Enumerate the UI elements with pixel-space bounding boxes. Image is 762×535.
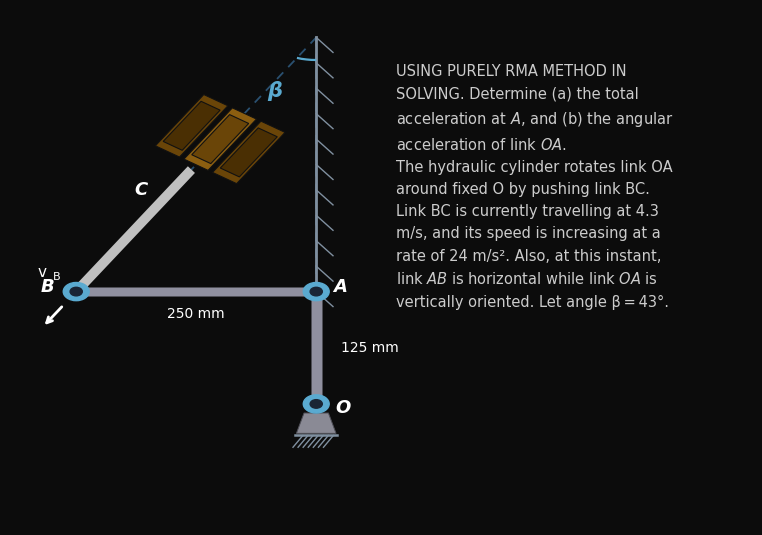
Text: 250 mm: 250 mm	[168, 307, 225, 321]
Circle shape	[310, 400, 322, 408]
Text: B: B	[53, 272, 61, 282]
Polygon shape	[296, 413, 336, 433]
Text: B: B	[41, 278, 55, 296]
Circle shape	[303, 395, 329, 413]
Text: 125 mm: 125 mm	[341, 341, 399, 355]
Text: USING PURELY RMA METHOD IN
SOLVING. Determine (a) the total
acceleration at $\it: USING PURELY RMA METHOD IN SOLVING. Dete…	[396, 64, 674, 310]
Circle shape	[310, 287, 322, 296]
Bar	[155, 95, 228, 157]
Text: C: C	[134, 181, 148, 199]
Circle shape	[303, 282, 329, 301]
Circle shape	[70, 287, 82, 296]
Bar	[220, 128, 277, 177]
Text: β: β	[267, 81, 282, 101]
Text: v: v	[37, 265, 46, 280]
Bar	[184, 108, 257, 170]
FancyBboxPatch shape	[311, 292, 322, 404]
FancyBboxPatch shape	[76, 287, 316, 296]
Bar	[163, 101, 220, 150]
Bar	[192, 114, 248, 164]
Circle shape	[63, 282, 89, 301]
Text: O: O	[335, 399, 351, 417]
Bar	[213, 121, 285, 184]
Text: A: A	[333, 278, 347, 296]
